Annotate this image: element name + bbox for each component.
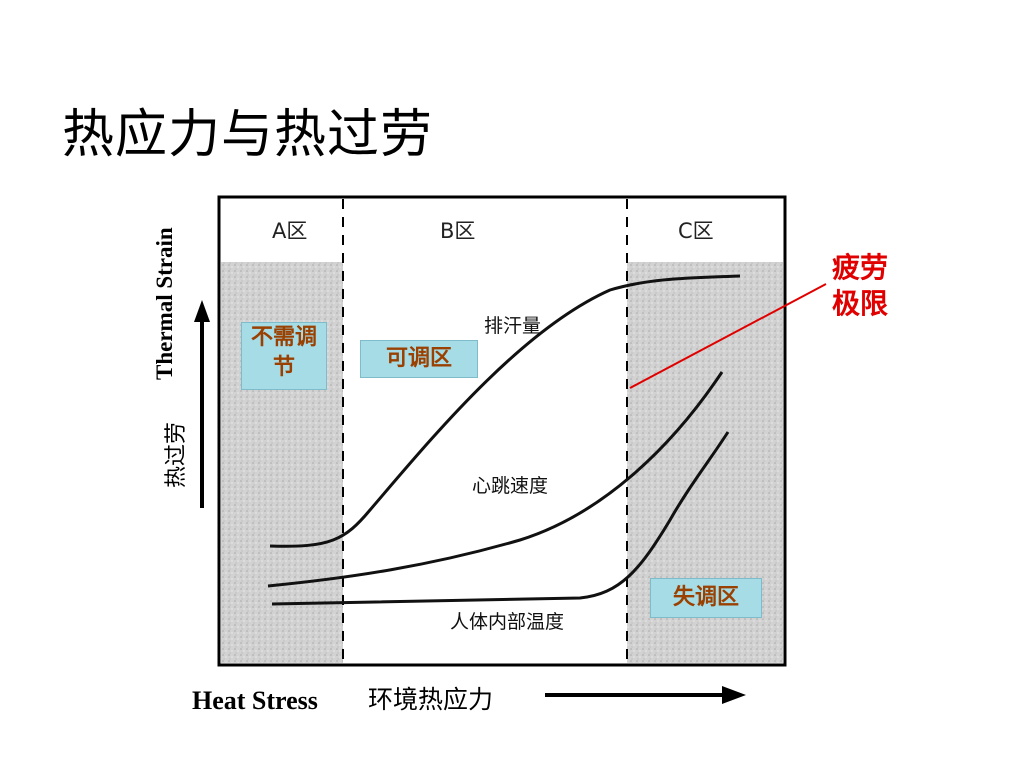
zone-c-label: C区	[678, 219, 714, 243]
fatigue-limit-pointer	[629, 283, 827, 389]
zone-b-label: B区	[440, 219, 475, 243]
adjustable-zone-box: 可调区	[360, 340, 478, 378]
sweat-label: 排汗量	[484, 315, 541, 337]
dysregulation-zone-box: 失调区	[650, 578, 762, 618]
x-axis-arrow-head	[722, 686, 746, 704]
slide-title: 热应力与热过劳	[62, 105, 434, 165]
heart-rate-label: 心跳速度	[472, 475, 548, 497]
sweat-curve	[269, 274, 741, 548]
zone-a-label: A区	[272, 219, 307, 243]
no-regulation-box: 不需调节	[241, 322, 327, 390]
y-axis-label-en: Thermal Strain	[152, 227, 177, 380]
y-axis-arrow-head	[194, 300, 210, 322]
x-axis-label-en: Heat Stress	[192, 686, 318, 715]
core-temperature-label: 人体内部温度	[450, 611, 564, 633]
x-axis-label-cn: 环境热应力	[368, 685, 494, 714]
y-axis-label-cn: 热过劳	[164, 421, 189, 488]
core-temperature-curve	[271, 431, 730, 606]
heart-rate-curve	[267, 371, 724, 588]
fatigue-limit-annotation: 疲劳极限	[831, 251, 888, 320]
